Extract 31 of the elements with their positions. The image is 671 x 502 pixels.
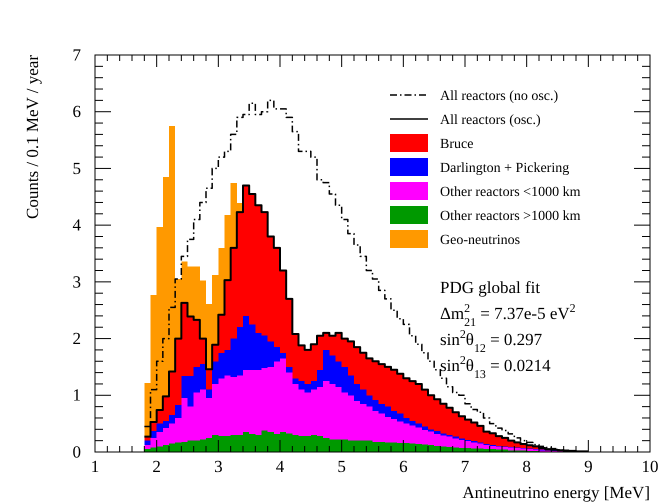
annotation: sin$^{2}$θ$_{13}$ = 0.0214	[440, 353, 552, 381]
y-tick-label: 4	[72, 216, 82, 235]
y-tick-label: 0	[72, 442, 81, 462]
legend-label: Other reactors <1000 km	[440, 185, 581, 200]
annotation: Δm$^{2}$$_{21}$ = 7.37e-5 eV$^{2}$	[440, 301, 576, 329]
legend-label: Geo-neutrinos	[440, 233, 520, 248]
annotation: sin$^{2}$θ$_{12}$ = 0.297	[440, 327, 543, 355]
y-tick-label: 2	[72, 329, 81, 348]
x-tick-label: 2	[152, 457, 161, 476]
x-tick-label: 4	[276, 457, 285, 476]
x-tick-label: 1	[90, 457, 100, 476]
x-tick-label: 5	[337, 457, 346, 476]
y-tick-label: 7	[72, 45, 82, 64]
y-tick-label: 5	[72, 158, 81, 178]
x-tick-label: 3	[214, 457, 223, 476]
x-tick-label: 9	[584, 457, 593, 476]
legend-label: Other reactors >1000 km	[440, 209, 581, 224]
x-axis-title: Antineutrino energy [MeV]	[462, 483, 650, 502]
x-tick-label: 6	[399, 457, 408, 476]
annotation: PDG global fit	[440, 278, 540, 297]
legend-label: Darlington + Pickering	[440, 161, 570, 176]
y-tick-label: 1	[72, 386, 81, 405]
legend-label: All reactors (osc.)	[440, 113, 542, 128]
legend-label: All reactors (no osc.)	[440, 89, 559, 104]
x-tick-label: 7	[460, 457, 470, 476]
x-tick-label: 8	[522, 457, 531, 476]
y-tick-label: 3	[72, 272, 81, 292]
y-tick-label: 6	[72, 102, 81, 122]
legend-label: Bruce	[440, 137, 474, 152]
y-axis-title: Counts / 0.1 MeV / year	[23, 54, 42, 220]
x-tick-label: 10	[642, 457, 658, 476]
